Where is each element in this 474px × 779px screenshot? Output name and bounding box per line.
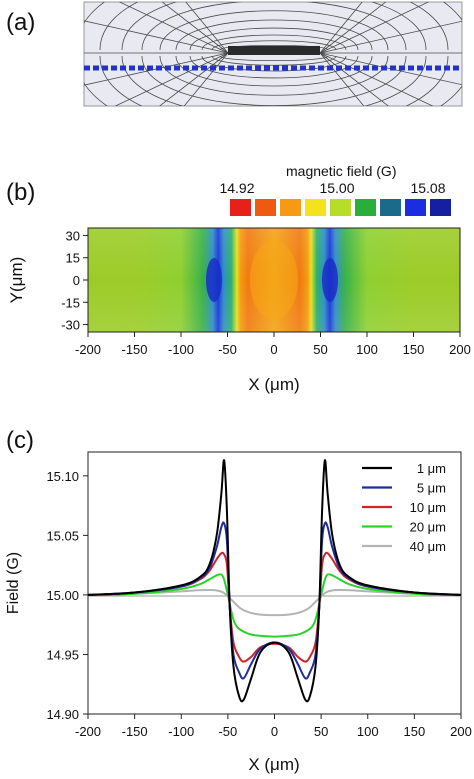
colorbar	[230, 199, 451, 216]
colorbar-swatch	[380, 199, 401, 216]
heatmap-ytick-label: -30	[61, 318, 80, 333]
legend-label: 10 μm	[410, 500, 446, 515]
colorbar-swatch	[355, 199, 376, 216]
heatmap-xtick-label: -150	[121, 342, 147, 357]
line-ytick-label: 15.00	[46, 588, 79, 603]
legend: 1 μm 5 μm 10 μm 20 μm 40 μm	[362, 461, 446, 554]
heatmap-ylabel: Y(μm)	[7, 257, 26, 304]
heatmap	[87, 227, 461, 333]
line-plot: 1 μm 5 μm 10 μm 20 μm 40 μm	[87, 451, 462, 715]
legend-label: 20 μm	[410, 520, 446, 535]
line-xtick-label: 150	[404, 724, 426, 739]
line-xtick-label: 100	[357, 724, 379, 739]
heatmap-ytick-label: 15	[66, 251, 80, 266]
panel-b-label: (b)	[6, 179, 35, 206]
legend-label: 5 μm	[417, 481, 446, 496]
colorbar-swatch	[405, 199, 426, 216]
colorbar-tick-low: 14.92	[219, 180, 254, 196]
series-line	[88, 573, 461, 638]
panel-a-label: (a)	[6, 9, 35, 36]
line-xtick-label: 200	[450, 724, 472, 739]
line-plot-axes: -200 -150 -100 -50 0 50 100 150 200 15.10 15.05 15.…	[46, 469, 471, 739]
line-xtick-label: -200	[75, 724, 101, 739]
heatmap-xtick-label: -100	[168, 342, 194, 357]
line-ytick-label: 15.05	[46, 528, 79, 543]
heatmap-xtick-label: 0	[270, 342, 277, 357]
line-xtick-label: -150	[122, 724, 148, 739]
series-line	[88, 459, 461, 703]
colorbar-title: magnetic field (G)	[286, 163, 396, 179]
line-ytick-label: 15.10	[46, 469, 79, 484]
legend-label: 1 μm	[417, 461, 446, 476]
line-ytick-label: 14.90	[46, 707, 79, 722]
line-plot-ylabel: Field (G)	[5, 552, 22, 614]
legend-label: 40 μm	[410, 539, 446, 554]
heatmap-xtick-label: 50	[313, 342, 327, 357]
heatmap-ytick-label: 0	[73, 273, 80, 288]
panel-c-label: (c)	[6, 427, 34, 454]
colorbar-swatch	[430, 199, 451, 216]
heatmap-xtick-label: 150	[403, 342, 425, 357]
heatmap-high-center	[250, 240, 298, 320]
heatmap-ytick-label: 30	[66, 228, 80, 243]
heatmap-ytick-label: -15	[61, 295, 80, 310]
line-xtick-label: 0	[271, 724, 278, 739]
heatmap-xlabel: X (μm)	[248, 375, 299, 394]
magnet-bar	[228, 46, 320, 55]
colorbar-swatch	[280, 199, 301, 216]
colorbar-swatch	[255, 199, 276, 216]
series-line	[88, 551, 461, 663]
series-line	[88, 588, 461, 617]
line-xtick-label: -50	[218, 724, 237, 739]
colorbar-tick-mid: 15.00	[319, 180, 354, 196]
heatmap-low-right	[322, 258, 338, 302]
colorbar-swatch	[330, 199, 351, 216]
heatmap-xtick-label: 200	[449, 342, 471, 357]
heatmap-xtick-label: 100	[356, 342, 378, 357]
line-ytick-label: 14.95	[46, 647, 79, 662]
line-xtick-label: -100	[168, 724, 194, 739]
colorbar-tick-high: 15.08	[410, 180, 445, 196]
colorbar-swatch	[305, 199, 326, 216]
panel-a-field-lines-image	[83, 1, 463, 107]
heatmap-xtick-label: -200	[75, 342, 101, 357]
heatmap-low-left	[206, 258, 222, 302]
heatmap-xtick-label: -50	[218, 342, 237, 357]
line-plot-xlabel: X (μm)	[248, 755, 299, 774]
colorbar-swatch	[230, 199, 251, 216]
line-xtick-label: 50	[314, 724, 328, 739]
